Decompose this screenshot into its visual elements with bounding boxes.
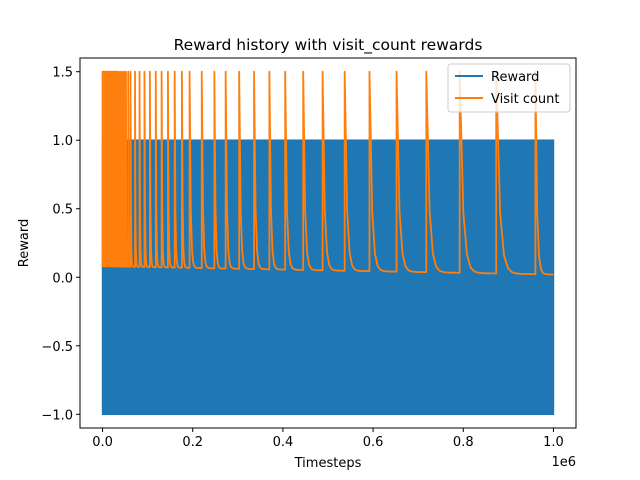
y-axis-label: Reward — [17, 219, 32, 267]
x-axis-offset-label: 1e6 — [551, 455, 576, 470]
series-reward — [101, 139, 555, 416]
y-tick-label: 0.5 — [52, 203, 73, 218]
x-tick-label: 1.0 — [543, 435, 564, 450]
x-tick-label: 0.0 — [92, 435, 113, 450]
legend-label-reward: Reward — [491, 70, 539, 85]
series-visit-count — [101, 70, 554, 276]
chart-title: Reward history with visit_count rewards — [174, 36, 483, 55]
y-axis-ticks: −1.0 −0.5 0.0 0.5 1.0 1.5 — [41, 66, 80, 423]
axes-frame — [79, 57, 577, 429]
x-tick-label: 0.8 — [453, 435, 474, 450]
x-tick-label: 0.4 — [273, 435, 294, 450]
legend-label-visit-count: Visit count — [491, 92, 560, 107]
plot-area — [79, 57, 577, 429]
visit-count-line — [101, 70, 554, 276]
x-tick-label: 0.2 — [182, 435, 203, 450]
x-axis-label: Timesteps — [294, 456, 362, 471]
y-tick-label: −1.0 — [41, 408, 73, 423]
reward-oscillation-band — [101, 139, 555, 416]
y-tick-label: 1.5 — [52, 66, 73, 81]
y-tick-label: −0.5 — [41, 340, 73, 355]
x-tick-label: 0.6 — [363, 435, 384, 450]
y-tick-label: 1.0 — [52, 134, 73, 149]
x-axis-ticks: 0.0 0.2 0.4 0.6 0.8 1.0 — [92, 428, 564, 450]
y-tick-label: 0.0 — [52, 271, 73, 286]
legend: Reward Visit count — [447, 63, 571, 113]
